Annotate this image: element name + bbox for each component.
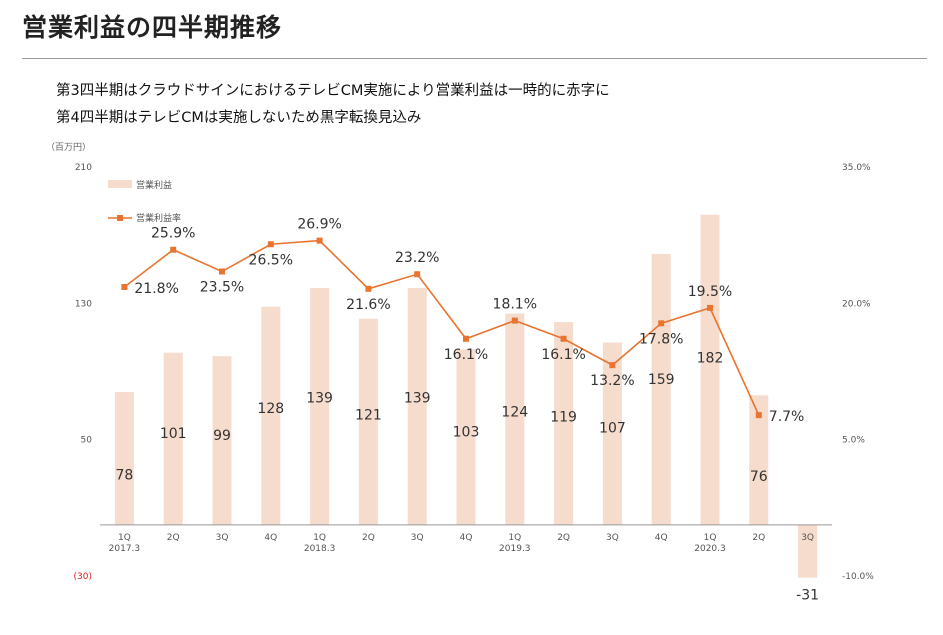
page-title: 営業利益の四半期推移: [22, 13, 283, 42]
line-point-operating-margin: [414, 271, 421, 278]
bar-operating-profit: [456, 349, 476, 525]
line-point-operating-margin: [609, 362, 616, 369]
line-point-operating-margin: [365, 285, 372, 292]
line-point-operating-margin: [121, 283, 128, 290]
right-tick-label: -10.0%: [842, 572, 874, 582]
line-value-label: 26.5%: [249, 252, 293, 268]
line-value-label: 13.2%: [590, 373, 634, 389]
title-divider: [22, 58, 927, 59]
x-tick-quarter: 2Q: [362, 533, 375, 543]
bar-value-label: 103: [453, 424, 480, 440]
bar-operating-profit: [358, 318, 378, 525]
line-value-label: 17.8%: [639, 331, 683, 347]
legend-bar-swatch: [108, 180, 132, 188]
line-value-label: 25.9%: [151, 226, 195, 242]
line-point-operating-margin: [170, 246, 177, 253]
bar-value-label: 128: [257, 401, 284, 417]
x-tick-year: 2019.3: [499, 544, 531, 554]
bar-value-label: 101: [160, 426, 187, 442]
bar-operating-profit: [163, 352, 183, 525]
x-tick-quarter: 4Q: [460, 533, 473, 543]
x-tick-quarter: 3Q: [216, 533, 229, 543]
bar-value-label: 139: [404, 391, 431, 407]
x-tick-year: 2018.3: [304, 544, 336, 554]
legend-line-label: 営業利益率: [136, 212, 181, 224]
bar-operating-profit: [602, 342, 622, 525]
bar-value-label: -31: [796, 588, 819, 604]
line-value-label: 23.2%: [395, 250, 439, 266]
bar-value-label: 121: [355, 407, 382, 423]
x-tick-quarter: 4Q: [264, 533, 277, 543]
bar-operating-profit: [798, 524, 818, 578]
line-point-operating-margin: [219, 268, 225, 275]
bar-value-label: 139: [306, 391, 333, 407]
bar-operating-profit: [700, 214, 720, 525]
x-tick-quarter: 1Q: [313, 533, 326, 543]
left-tick-label: 50: [81, 436, 93, 446]
bar-value-label: 76: [750, 469, 768, 485]
unit-label: （百万円）: [46, 142, 91, 153]
left-tick-label: 130: [75, 299, 92, 309]
bar-value-label: 78: [115, 468, 133, 484]
bar-value-label: 119: [550, 409, 577, 425]
bar-value-label: 99: [213, 428, 231, 444]
bar-value-label: 124: [501, 405, 528, 421]
bar-value-label: 107: [599, 421, 626, 437]
line-value-label: 21.8%: [134, 281, 178, 297]
bar-operating-profit: [505, 313, 525, 525]
line-value-label: 16.1%: [541, 347, 585, 363]
line-point-operating-margin: [707, 304, 713, 311]
left-tick-label: 210: [75, 163, 92, 173]
line-value-label: 26.9%: [297, 217, 341, 233]
left-tick-label: (30): [74, 572, 92, 582]
x-tick-quarter: 3Q: [801, 533, 814, 543]
line-point-operating-margin: [316, 237, 323, 244]
line-point-operating-margin: [511, 317, 518, 324]
bar-operating-profit: [651, 253, 671, 525]
bar-operating-profit: [261, 306, 281, 525]
bar-value-label: 159: [648, 372, 675, 388]
legend-line-marker: [117, 215, 123, 221]
bar-operating-profit: [554, 322, 574, 525]
bar-value-label: 182: [697, 350, 724, 366]
x-tick-quarter: 1Q: [508, 533, 521, 543]
line-value-label: 21.6%: [346, 297, 390, 313]
x-tick-year: 2020.3: [694, 544, 726, 554]
x-tick-quarter: 4Q: [655, 533, 668, 543]
right-tick-label: 35.0%: [842, 163, 871, 173]
line-value-label: 7.7%: [769, 409, 805, 425]
line-point-operating-margin: [560, 335, 567, 342]
bar-operating-profit: [114, 391, 134, 525]
right-tick-label: 20.0%: [842, 299, 871, 309]
line-value-label: 19.5%: [688, 284, 732, 300]
x-tick-quarter: 3Q: [606, 533, 619, 543]
bar-operating-profit: [212, 356, 232, 525]
legend-bar-label: 営業利益: [136, 179, 172, 191]
line-point-operating-margin: [463, 335, 469, 342]
x-tick-quarter: 2Q: [752, 533, 765, 543]
x-tick-quarter: 1Q: [704, 533, 717, 543]
line-operating-margin: [123, 239, 760, 416]
x-tick-quarter: 1Q: [118, 533, 131, 543]
line-value-label: 16.1%: [444, 347, 488, 363]
x-tick-quarter: 2Q: [167, 533, 180, 543]
bar-operating-profit: [749, 395, 769, 525]
x-tick-quarter: 3Q: [411, 533, 424, 543]
bar-operating-profit: [407, 287, 427, 525]
line-point-operating-margin: [658, 320, 665, 327]
line-point-operating-margin: [755, 412, 762, 419]
subtitle-line-1: 第3四半期はクラウドサインにおけるテレビCM実施により営業利益は一時的に赤字に: [56, 83, 610, 99]
x-tick-quarter: 2Q: [557, 533, 570, 543]
bar-operating-profit: [310, 287, 330, 525]
line-value-label: 23.5%: [200, 280, 244, 296]
line-point-operating-margin: [267, 241, 274, 248]
subtitle-line-2: 第4四半期はテレビCMは実施しないため黒字転換見込み: [56, 110, 422, 126]
x-tick-year: 2017.3: [109, 544, 141, 554]
line-value-label: 18.1%: [493, 297, 537, 313]
right-tick-label: 5.0%: [842, 436, 865, 446]
